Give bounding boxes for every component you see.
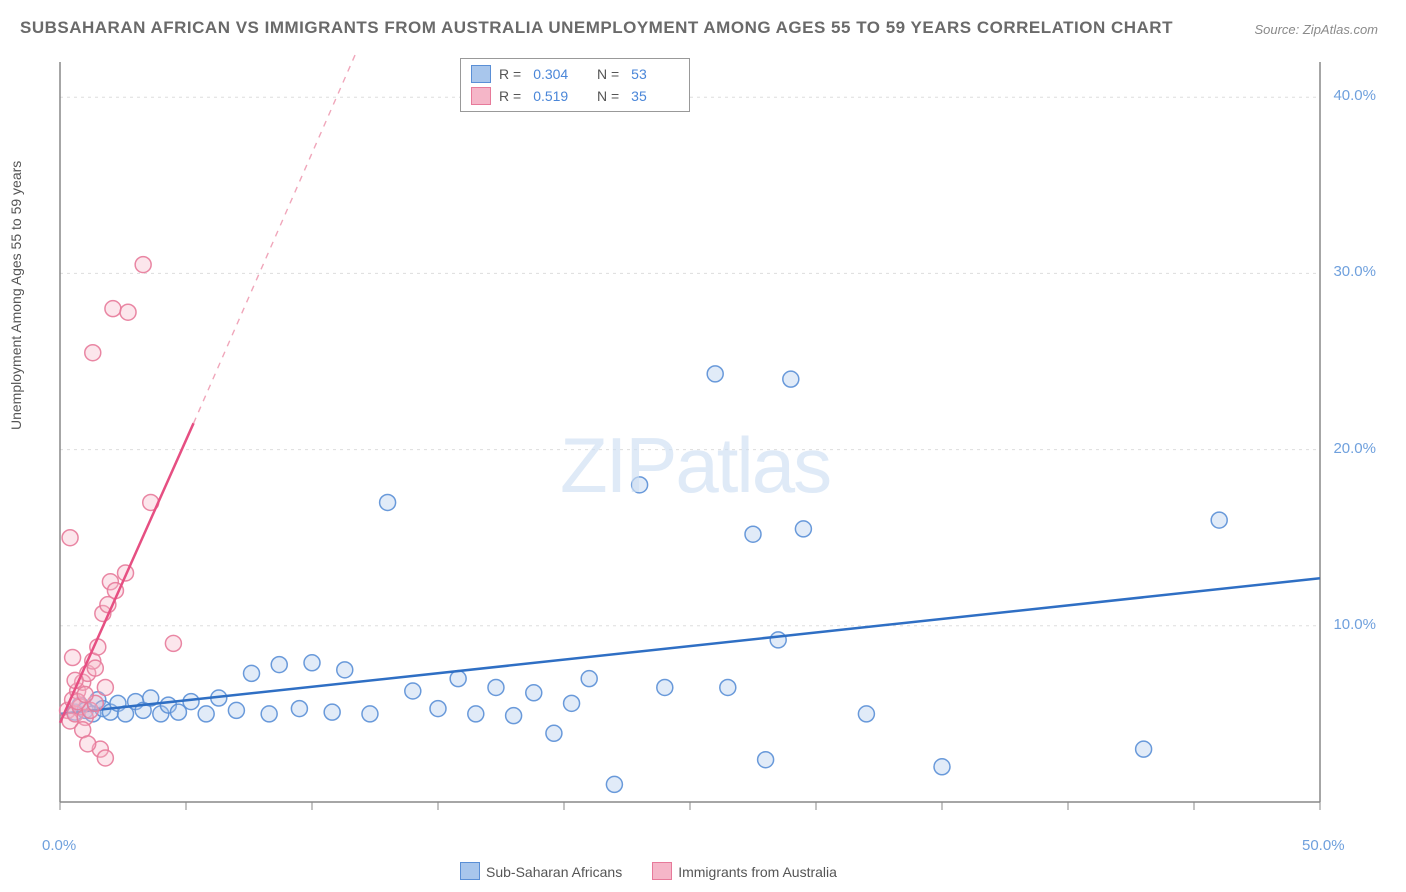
plot-svg bbox=[50, 52, 1380, 832]
scatter-plot bbox=[50, 52, 1380, 832]
legend-n-label: N = bbox=[589, 85, 619, 107]
legend-n-value: 35 bbox=[631, 85, 679, 107]
y-tick-label: 10.0% bbox=[1333, 616, 1376, 633]
series-legend: Sub-Saharan Africans Immigrants from Aust… bbox=[460, 862, 837, 880]
y-tick-label: 20.0% bbox=[1333, 440, 1376, 457]
legend-r-label: R = bbox=[499, 85, 521, 107]
legend-swatch bbox=[471, 87, 491, 105]
legend-swatch bbox=[460, 862, 480, 880]
legend-n-value: 53 bbox=[631, 63, 679, 85]
y-tick-label: 30.0% bbox=[1333, 263, 1376, 280]
correlation-legend: R = 0.304 N = 53 R = 0.519 N = 35 bbox=[460, 58, 690, 112]
legend-r-value: 0.304 bbox=[533, 63, 581, 85]
legend-n-label: N = bbox=[589, 63, 619, 85]
legend-item: Sub-Saharan Africans bbox=[460, 862, 622, 880]
legend-label: Immigrants from Australia bbox=[678, 864, 837, 880]
legend-r-label: R = bbox=[499, 63, 521, 85]
source-label: Source: ZipAtlas.com bbox=[1254, 22, 1378, 37]
legend-r-value: 0.519 bbox=[533, 85, 581, 107]
legend-label: Sub-Saharan Africans bbox=[486, 864, 622, 880]
y-axis-label: Unemployment Among Ages 55 to 59 years bbox=[8, 161, 24, 430]
legend-swatch bbox=[471, 65, 491, 83]
legend-row: R = 0.519 N = 35 bbox=[471, 85, 679, 107]
legend-swatch bbox=[652, 862, 672, 880]
x-tick-label: 50.0% bbox=[1302, 837, 1345, 854]
x-tick-label: 0.0% bbox=[42, 837, 76, 854]
chart-title: SUBSAHARAN AFRICAN VS IMMIGRANTS FROM AU… bbox=[20, 18, 1173, 38]
legend-item: Immigrants from Australia bbox=[652, 862, 837, 880]
legend-row: R = 0.304 N = 53 bbox=[471, 63, 679, 85]
y-tick-label: 40.0% bbox=[1333, 87, 1376, 104]
